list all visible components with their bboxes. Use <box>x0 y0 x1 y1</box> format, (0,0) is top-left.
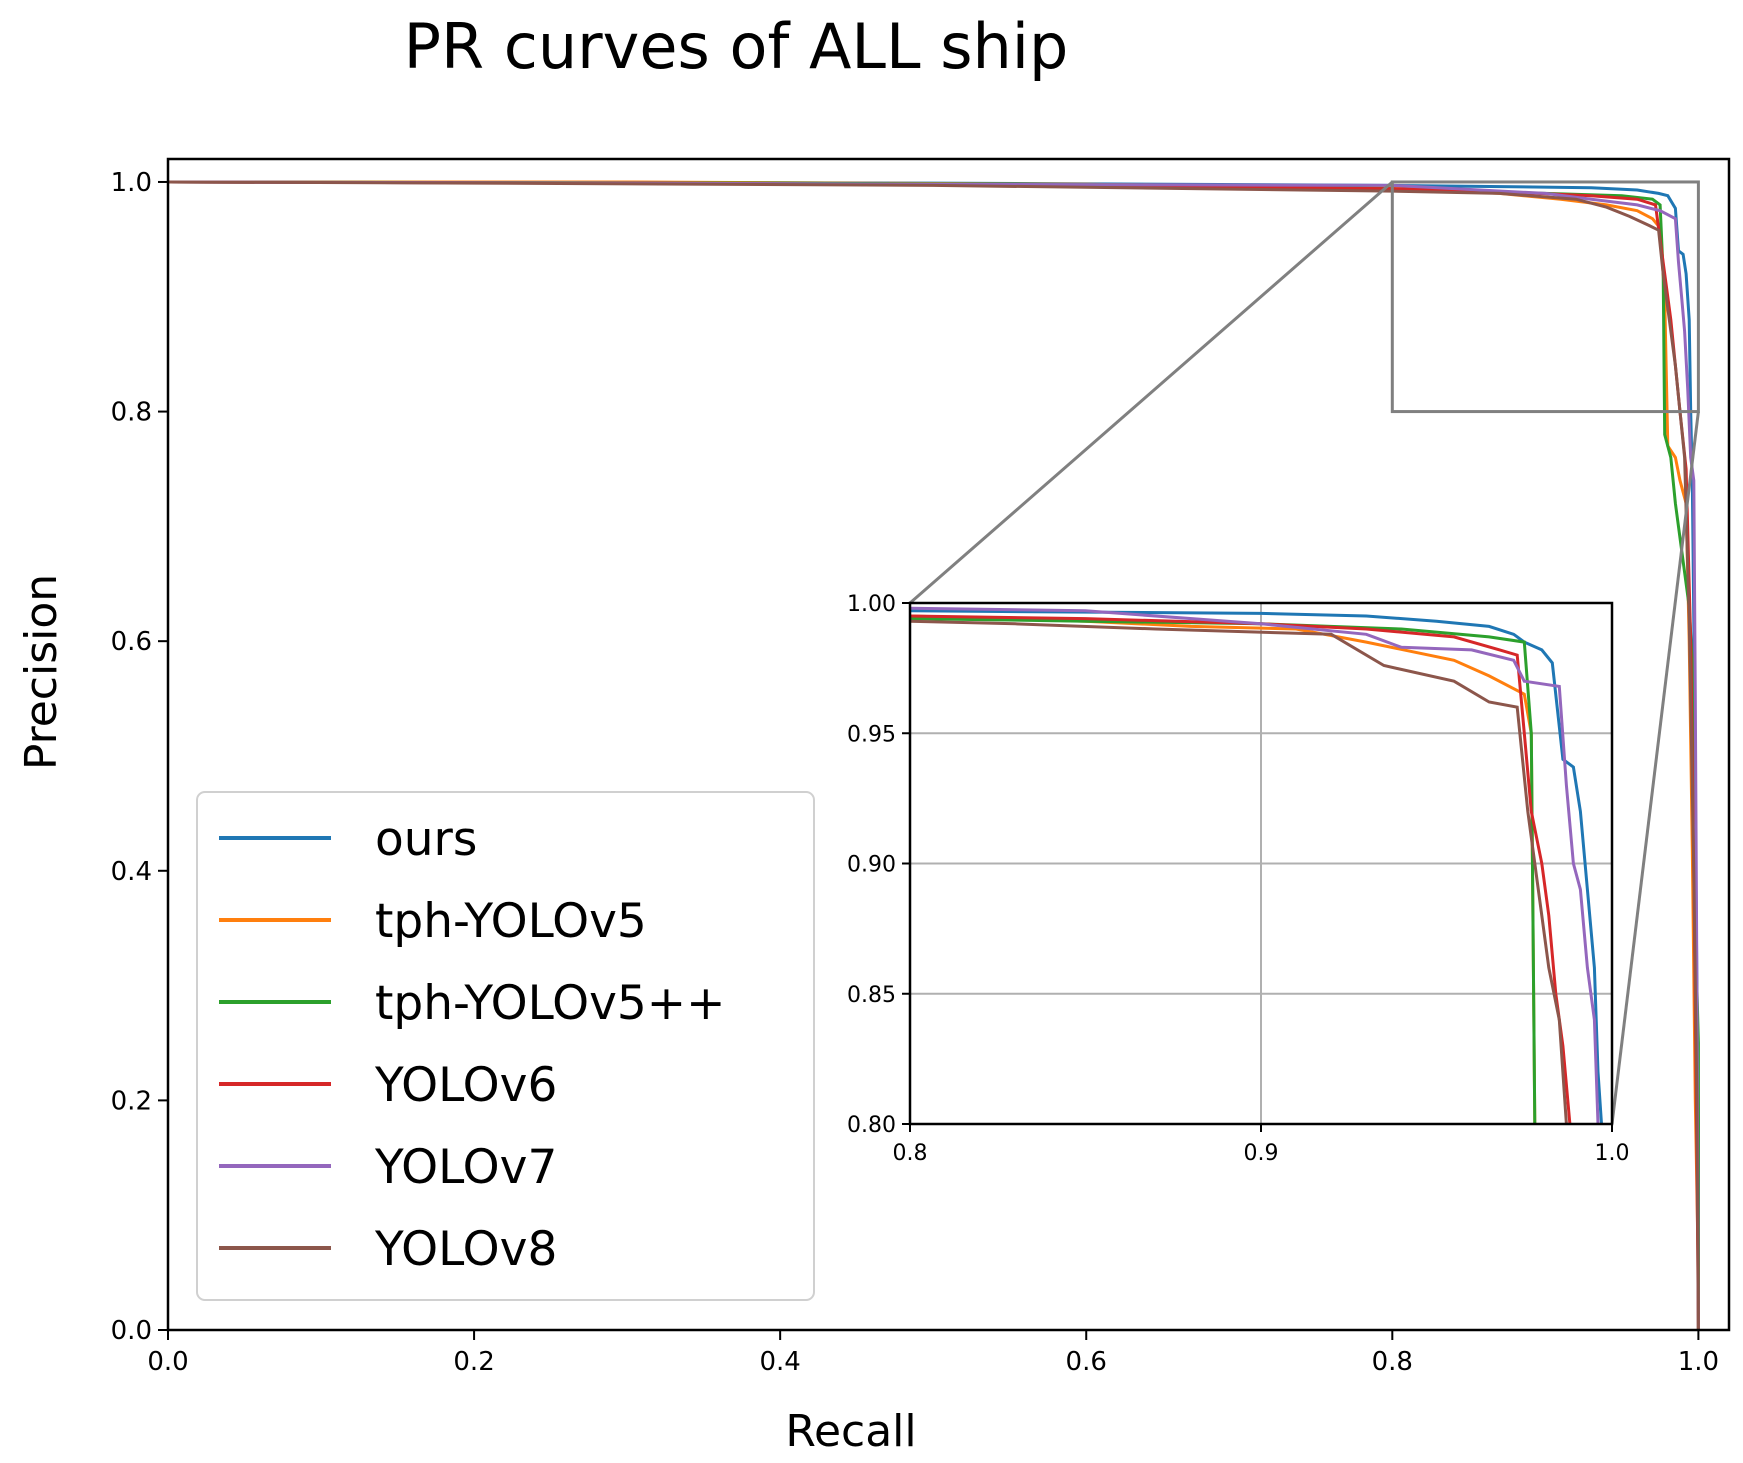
legend: ours tph-YOLOv5 tph-YOLOv5++ YOLOv6 YOLOv7 YO… <box>196 791 815 1301</box>
zoom-connector-line <box>1610 411 1700 1125</box>
main-plot-area: 0.0 0.2 0.4 0.6 0.8 1.0 0.0 0.2 0.4 0.6 0.8 1.0 <box>111 168 1719 1377</box>
legend-label-tph-YOLOv5++: tph-YOLOv5++ <box>375 976 726 1031</box>
inset-y-tick-label: 1.00 <box>847 592 896 617</box>
y-axis-label: Precision <box>16 574 67 770</box>
y-tick-label: 0.2 <box>111 1086 152 1116</box>
legend-label-YOLOv7: YOLOv7 <box>374 1140 557 1195</box>
inset-x-tick-label: 0.8 <box>893 1141 928 1166</box>
legend-label-YOLOv8: YOLOv8 <box>374 1222 557 1277</box>
zoom-region-box <box>1390 180 1700 414</box>
zoom-connector-line <box>909 180 1394 605</box>
inset-series-line-YOLOv7 <box>910 606 1600 1124</box>
main-series-lines <box>168 180 1700 1330</box>
y-tick-label: 0.6 <box>111 627 152 657</box>
x-tick-label: 0.2 <box>453 1347 494 1377</box>
legend-box <box>196 791 815 1301</box>
inset-series-line-tph-YOLOv5++ <box>910 617 1537 1124</box>
y-tick-label: 0.0 <box>111 1316 152 1346</box>
y-tick-label: 0.8 <box>111 398 152 428</box>
x-tick-label: 0.6 <box>1066 1347 1107 1377</box>
x-tick-label: 0.8 <box>1372 1347 1413 1377</box>
x-tick-label: 1.0 <box>1678 1347 1719 1377</box>
legend-label-ours: ours <box>375 812 477 867</box>
legend-label-YOLOv6: YOLOv6 <box>374 1058 557 1113</box>
x-tick-label: 0.0 <box>147 1347 188 1377</box>
main-plot-frame <box>166 157 1731 1332</box>
y-tick-label: 1.0 <box>111 168 152 198</box>
inset-y-tick-label: 0.95 <box>847 722 896 747</box>
inset-y-tick-label: 0.80 <box>847 1113 896 1138</box>
y-tick-label: 0.4 <box>111 857 152 887</box>
inset-zoom-plot: 0.8 0.9 1.0 0.80 0.85 0.90 0.95 1.00 <box>847 592 1629 1166</box>
inset-y-tick-label: 0.90 <box>847 853 896 878</box>
chart-title: PR curves of ALL ship <box>404 10 1069 83</box>
x-tick-label: 0.4 <box>759 1347 800 1377</box>
x-axis-label: Recall <box>785 1406 916 1457</box>
inset-y-tick-label: 0.85 <box>847 983 896 1008</box>
inset-x-tick-label: 1.0 <box>1595 1141 1630 1166</box>
zoom-indicator <box>166 157 1731 1332</box>
inset-x-tick-label: 0.9 <box>1244 1141 1279 1166</box>
inset-series-line-tph-YOLOv5 <box>910 614 1537 1124</box>
legend-label-tph-YOLOv5: tph-YOLOv5 <box>375 894 647 949</box>
series-line-YOLOv7 <box>168 180 1700 1330</box>
inset-series-line-YOLOv8 <box>910 619 1568 1124</box>
inset-series-line-ours <box>910 609 1603 1124</box>
